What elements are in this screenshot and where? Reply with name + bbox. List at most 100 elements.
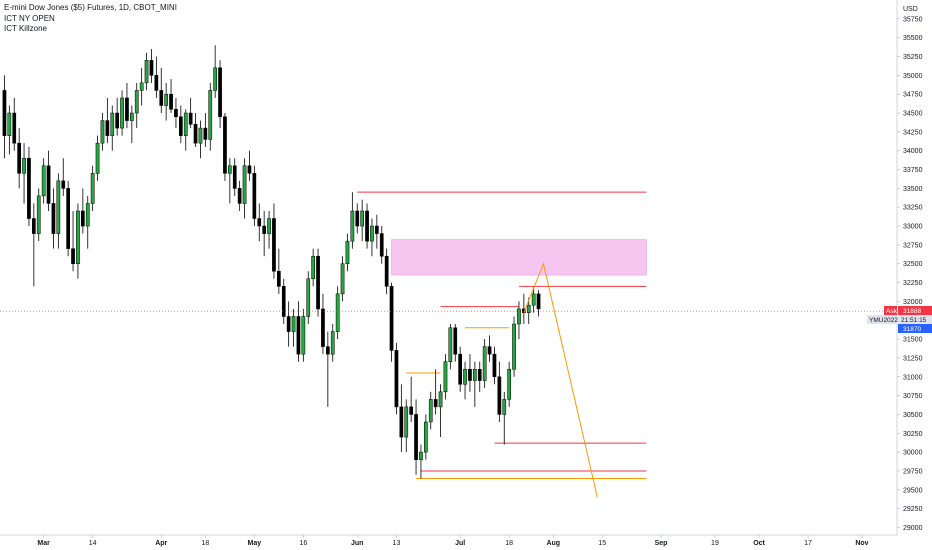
time-axis[interactable]: Mar 14 Apr 18 May 16 Jun 13 Jul 18 Aug 15 Sep 19 Oct 17… (0, 534, 897, 547)
candle-body-down (17, 142, 21, 174)
candle-body-down (174, 109, 178, 118)
candle (502, 391, 507, 445)
candle (164, 82, 169, 121)
currency-label: USD (903, 6, 918, 13)
candle (316, 248, 320, 317)
candle-body-up (512, 323, 516, 370)
candle-body-down (433, 399, 438, 408)
candle (183, 109, 188, 151)
y-tick-label: 30000 (903, 450, 923, 457)
candle (326, 331, 330, 407)
candle (340, 256, 345, 302)
candle-body-up (134, 90, 139, 114)
ask-label: Ask (886, 308, 898, 315)
candle-body-up (198, 127, 203, 144)
candle-body-down (379, 233, 384, 257)
candle (71, 210, 75, 272)
candle-body-up (76, 210, 80, 264)
candle (100, 113, 105, 151)
candle (453, 324, 458, 362)
candle-body-up (424, 421, 428, 453)
candle-body-up (144, 60, 149, 84)
candle (306, 271, 311, 325)
candle-body-up (330, 331, 335, 355)
candle (272, 203, 276, 279)
candle (232, 158, 237, 196)
candle-body-up (438, 391, 443, 408)
candle-body-down (125, 97, 129, 121)
candle (296, 301, 301, 362)
killzone-box[interactable] (391, 239, 647, 276)
candle-body-up (7, 112, 12, 136)
candle-body-down (286, 316, 291, 332)
candle (375, 214, 379, 249)
candle-body-up (228, 165, 232, 174)
levels-layer (357, 191, 647, 479)
candle (286, 301, 291, 347)
candle (144, 52, 149, 91)
candle-body-down (375, 225, 379, 234)
candle (291, 308, 296, 347)
candles-layer (2, 45, 541, 479)
candle-body-down (169, 93, 173, 110)
candle-body-down (252, 173, 257, 219)
candle (198, 120, 203, 159)
x-tick-label: 16 (299, 540, 307, 547)
y-tick-label: 30500 (903, 412, 923, 419)
candle (404, 399, 409, 453)
y-tick-label: 35250 (903, 54, 923, 61)
x-tick-label: 18 (505, 540, 513, 547)
countdown-box (898, 315, 932, 324)
projection-path[interactable] (523, 262, 598, 498)
candle (213, 45, 218, 98)
candle (419, 444, 423, 479)
candle (414, 399, 418, 475)
indicator-killzone[interactable]: ICT Killzone (4, 24, 47, 33)
candle (252, 165, 257, 227)
candle-body-down (477, 368, 482, 381)
candle-body-up (208, 90, 213, 140)
candle-body-down (232, 165, 237, 189)
candle (61, 158, 66, 196)
candle-body-down (188, 112, 193, 125)
candle (179, 105, 183, 144)
candle (228, 158, 232, 204)
candle (7, 105, 12, 155)
candle-body-up (22, 157, 26, 174)
candle (208, 82, 213, 151)
candle (267, 210, 271, 249)
candle-body-down (399, 406, 404, 438)
candle-body-down (203, 127, 208, 140)
candle-body-up (100, 120, 105, 144)
candle-body-down (66, 188, 71, 249)
x-tick-label: Jul (455, 540, 465, 547)
candle (531, 286, 536, 313)
candle (27, 146, 31, 227)
x-tick-label: Nov (855, 540, 868, 547)
candle (487, 335, 492, 362)
candle (120, 90, 124, 136)
candle-body-down (237, 188, 242, 204)
candle (203, 113, 208, 147)
candle-body-down (149, 60, 154, 76)
candle-body-down (81, 210, 85, 227)
x-tick-label: May (248, 540, 262, 547)
ask-label-box (884, 306, 897, 315)
y-tick-label: 29750 (903, 468, 923, 475)
indicator-ny-open[interactable]: ICT NY OPEN (4, 13, 55, 23)
candle-body-down (296, 316, 301, 355)
price-axis[interactable]: USD 29000 29250 29500 29750 30000 30250 30500 3… (896, 0, 932, 550)
candle (130, 105, 134, 144)
candle (507, 361, 511, 407)
candle (394, 342, 399, 415)
candle-body-up (164, 93, 169, 106)
candle-body-up (340, 263, 345, 295)
candle (115, 97, 120, 136)
candle-body-up (526, 304, 531, 313)
candle-body-up (213, 67, 218, 91)
candle-body-down (536, 293, 541, 310)
y-tick-label: 33250 (903, 205, 923, 212)
candle (17, 128, 21, 189)
x-tick-label: Oct (753, 540, 765, 547)
